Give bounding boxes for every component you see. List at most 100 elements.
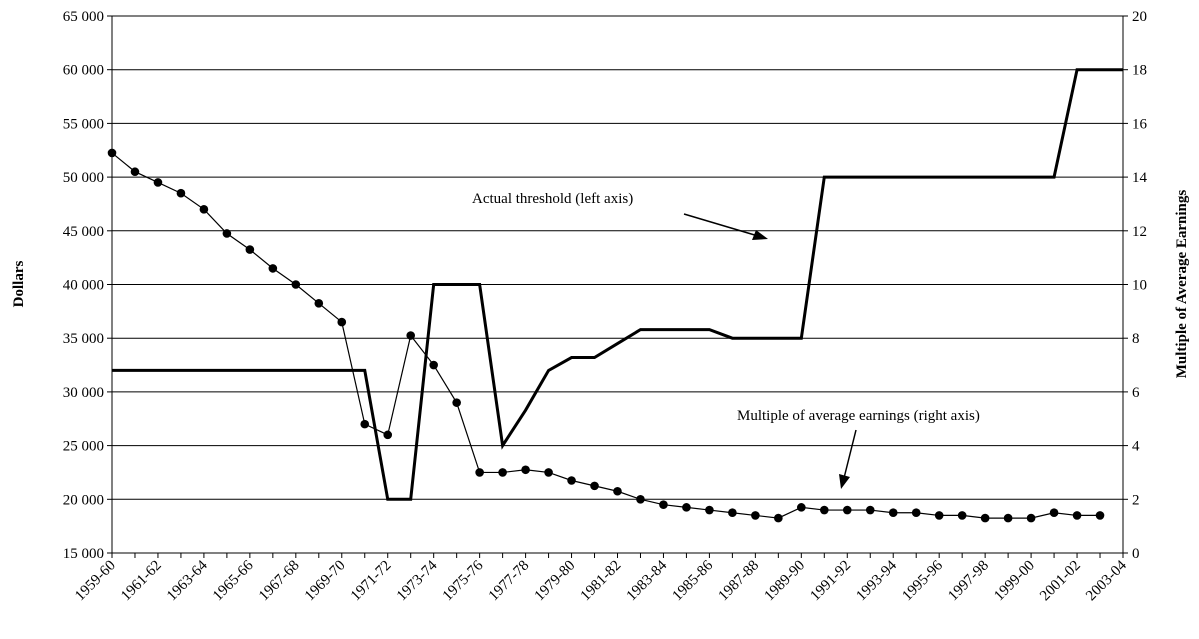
multiple-earnings-point (567, 476, 576, 485)
multiple-earnings-point (268, 264, 278, 273)
multiple-earnings-point (911, 508, 921, 518)
multiple-earnings-point (1026, 513, 1036, 523)
right-tick-label: 18 (1132, 63, 1147, 79)
right-tick-label: 8 (1132, 331, 1140, 347)
annotation-multiple-earnings: Multiple of average earnings (right axis… (737, 408, 980, 424)
multiple-earnings-point (613, 486, 622, 496)
x-tick-label: 1965-66 (210, 557, 257, 604)
annotation-arrow-multiple (839, 429, 857, 489)
annotation-arrow-threshold (683, 213, 768, 240)
multiple-earnings-point (888, 508, 898, 518)
multiple-earnings-point (544, 468, 553, 477)
actual-threshold-series (112, 68, 1123, 501)
right-tick-label: 0 (1132, 546, 1140, 562)
annotation-actual-threshold: Actual threshold (left axis) (472, 191, 633, 207)
x-tick-label: 1991-92 (807, 558, 854, 605)
multiple-earnings-point (498, 468, 507, 477)
left-tick-label: 35 000 (63, 331, 104, 347)
multiple-earnings-point (360, 419, 370, 429)
multiple-earnings-point (452, 398, 461, 407)
multiple-average-earnings-series (107, 148, 1105, 523)
multiple-earnings-point (222, 229, 232, 238)
left-tick-label: 55 000 (63, 116, 104, 132)
right-tick-label: 16 (1132, 116, 1148, 132)
multiple-earnings-point (682, 503, 691, 512)
multiple-earnings-point (406, 331, 416, 340)
multiple-earnings-point (245, 245, 255, 254)
x-tick-label: 1997-98 (945, 558, 992, 605)
multiple-earnings-line (111, 152, 1101, 519)
x-tick-label: 1967-68 (256, 558, 303, 605)
x-tick-label: 1979-80 (532, 558, 579, 605)
left-axis-title: Dollars (11, 261, 27, 308)
multiple-earnings-point (291, 280, 301, 289)
x-tick-label: 1977-78 (486, 558, 533, 605)
left-tick-label: 20 000 (63, 492, 104, 508)
left-tick-label: 60 000 (63, 63, 104, 79)
x-tick-label: 1983-84 (624, 557, 671, 604)
left-tick-label: 65 000 (63, 9, 104, 25)
left-tick-label: 25 000 (63, 439, 104, 455)
multiple-earnings-point (1049, 508, 1059, 518)
x-tick-label: 2001-02 (1037, 558, 1084, 605)
multiple-earnings-point (957, 511, 967, 520)
threshold-line (112, 68, 1123, 501)
x-tick-label: 1989-90 (761, 558, 808, 605)
multiple-earnings-point (199, 205, 209, 214)
right-y-axis: 0 2 4 6 8 10 12 14 16 18 20 (1123, 9, 1148, 562)
multiple-earnings-point (521, 465, 530, 475)
left-tick-label: 15 000 (63, 546, 104, 562)
x-tick-label: 2003-04 (1083, 557, 1130, 604)
multiple-earnings-point (842, 505, 852, 515)
multiple-earnings-point (590, 481, 599, 491)
x-tick-label: 1959-60 (72, 558, 119, 605)
right-tick-label: 12 (1132, 224, 1147, 240)
multiple-earnings-point (429, 360, 438, 370)
multiple-earnings-point (980, 513, 990, 523)
multiple-earnings-point (475, 468, 484, 477)
right-tick-label: 10 (1132, 278, 1147, 294)
multiple-earnings-point (728, 508, 737, 518)
right-tick-label: 2 (1132, 492, 1140, 508)
right-tick-label: 20 (1132, 9, 1147, 25)
multiple-earnings-point (153, 178, 163, 187)
right-tick-label: 14 (1132, 170, 1148, 186)
multiple-earnings-point (1072, 511, 1082, 520)
left-tick-label: 45 000 (63, 224, 104, 240)
right-tick-label: 6 (1132, 385, 1140, 401)
multiple-earnings-point (1095, 511, 1105, 520)
x-tick-label: 1999-00 (991, 558, 1038, 605)
multiple-earnings-point (934, 511, 944, 520)
left-tick-label: 50 000 (63, 170, 104, 186)
left-y-axis: 15 000 20 000 25 000 30 000 35 000 40 000 45 0… (63, 9, 112, 562)
x-tick-label: 1961-62 (118, 558, 165, 605)
multiple-earnings-point (705, 505, 714, 515)
multiple-earnings-point (176, 188, 186, 198)
right-tick-label: 4 (1132, 439, 1140, 455)
x-tick-label: 1973-74 (394, 557, 441, 604)
x-tick-label: 1987-88 (716, 558, 763, 605)
x-tick-label: 1969-70 (302, 558, 349, 605)
multiple-earnings-point (751, 511, 760, 520)
x-tick-label: 1995-96 (899, 557, 946, 604)
gridlines (112, 15, 1123, 554)
multiple-earnings-point (819, 505, 829, 515)
right-axis-title: Multiple of Average Earnings (1174, 190, 1190, 379)
multiple-earnings-point (314, 298, 324, 308)
x-tick-label: 1981-82 (578, 558, 625, 605)
multiple-earnings-point (636, 495, 645, 504)
x-tick-label: 1971-72 (348, 558, 395, 605)
x-tick-label: 1975-76 (440, 557, 487, 604)
x-tick-label: 1993-94 (853, 557, 900, 604)
left-tick-label: 30 000 (63, 385, 104, 401)
multiple-earnings-point (107, 148, 117, 158)
x-tick-label: 1985-86 (670, 557, 717, 604)
multiple-earnings-point (659, 500, 668, 509)
multiple-earnings-point (797, 503, 806, 512)
multiple-earnings-point (865, 505, 875, 515)
left-tick-label: 40 000 (63, 278, 104, 294)
multiple-earnings-point (130, 167, 140, 177)
x-axis: 1959-60 1961-62 1963-64 1965-66 1967-68 1969-… (72, 553, 1130, 604)
multiple-earnings-point (774, 513, 783, 523)
